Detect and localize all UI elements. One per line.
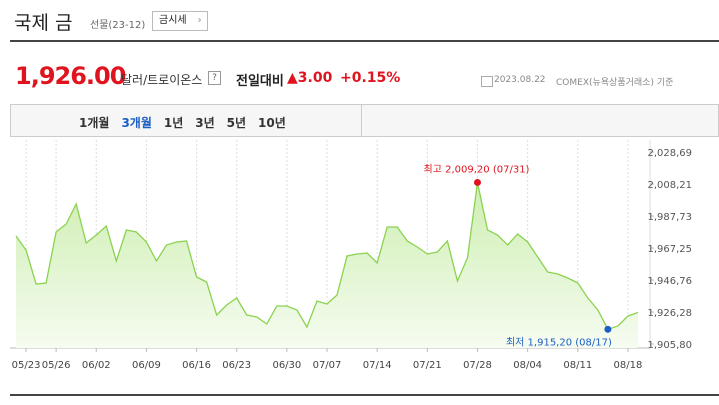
x-tick-label: 05/23 xyxy=(12,360,41,371)
date: 2023.08.22 xyxy=(494,75,546,85)
divider xyxy=(10,40,719,42)
tab[interactable]: 3년 xyxy=(195,116,215,130)
y-tick-label: 1,926,28 xyxy=(647,308,692,319)
change-label: 전일대비 xyxy=(236,74,284,89)
chart: 1,905,80 1,926,28 1,946,76 1,967,25 1,987,73… xyxy=(10,140,692,371)
y-tick-label: 2,008,21 xyxy=(647,180,692,191)
tab[interactable]: 1년 xyxy=(163,116,184,130)
x-tick-label: 08/11 xyxy=(563,360,592,371)
tab[interactable]: 3개월 xyxy=(121,116,152,130)
chevron: › xyxy=(197,15,202,26)
change-value: 3.00 xyxy=(297,70,333,86)
tabs: 1개월 3개월 1년 3년 5년 10년 xyxy=(79,114,298,131)
tab[interactable]: 1개월 xyxy=(79,116,110,130)
tab-divider xyxy=(361,105,362,136)
gold-price-button[interactable]: 금시세 › xyxy=(152,11,208,31)
x-tick-label: 06/02 xyxy=(82,360,111,371)
source: COMEX(뉴욕상품거래소) 기준 xyxy=(556,78,674,88)
price-line xyxy=(15,182,639,331)
x-tick-label: 06/23 xyxy=(222,360,251,371)
subtitle: 선물(23-12) xyxy=(90,20,146,31)
clock-icon xyxy=(481,76,493,87)
change: ▲3.00 xyxy=(287,70,332,86)
unit: 달러/트로이온스 xyxy=(121,73,203,87)
help[interactable]: ? xyxy=(208,71,221,85)
tab[interactable]: 5년 xyxy=(226,116,247,130)
y-tick-label: 2,028,69 xyxy=(647,148,692,159)
x-tick-label: 07/28 xyxy=(463,360,492,371)
button-label: 금시세 xyxy=(159,15,187,26)
x-tick-label: 07/14 xyxy=(363,360,392,371)
price: 1,926.00 xyxy=(15,62,126,90)
bottom-divider xyxy=(10,394,719,396)
x-tick-label: 06/09 xyxy=(132,360,161,371)
tab[interactable]: 10년 xyxy=(258,116,286,130)
change-pct: +0.15% xyxy=(340,70,401,86)
title: 국제 금 xyxy=(14,12,73,34)
x-tick-label: 05/26 xyxy=(42,360,71,371)
y-tick-label: 1,905,80 xyxy=(647,340,692,351)
y-tick-label: 1,987,73 xyxy=(647,212,692,223)
extreme-marker xyxy=(473,178,481,186)
x-tick-label: 08/18 xyxy=(614,360,643,371)
x-tick-label: 07/07 xyxy=(313,360,342,371)
y-tick-label: 1,967,25 xyxy=(647,244,692,255)
x-tick-label: 06/30 xyxy=(272,360,301,371)
extreme-marker xyxy=(604,325,612,333)
x-tick-label: 07/21 xyxy=(413,360,442,371)
y-tick-label: 1,946,76 xyxy=(647,276,692,287)
annotation: 최고 2,009,20 (07/31) xyxy=(424,163,530,175)
x-tick-label: 06/16 xyxy=(182,360,211,371)
tab-bar: 1개월 3개월 1년 3년 5년 10년 xyxy=(10,104,719,137)
area xyxy=(16,182,638,348)
annotation: 최저 1,915,20 (08/17) xyxy=(506,336,612,348)
x-tick-label: 08/04 xyxy=(513,360,542,371)
up-arrow: ▲ xyxy=(287,70,298,86)
